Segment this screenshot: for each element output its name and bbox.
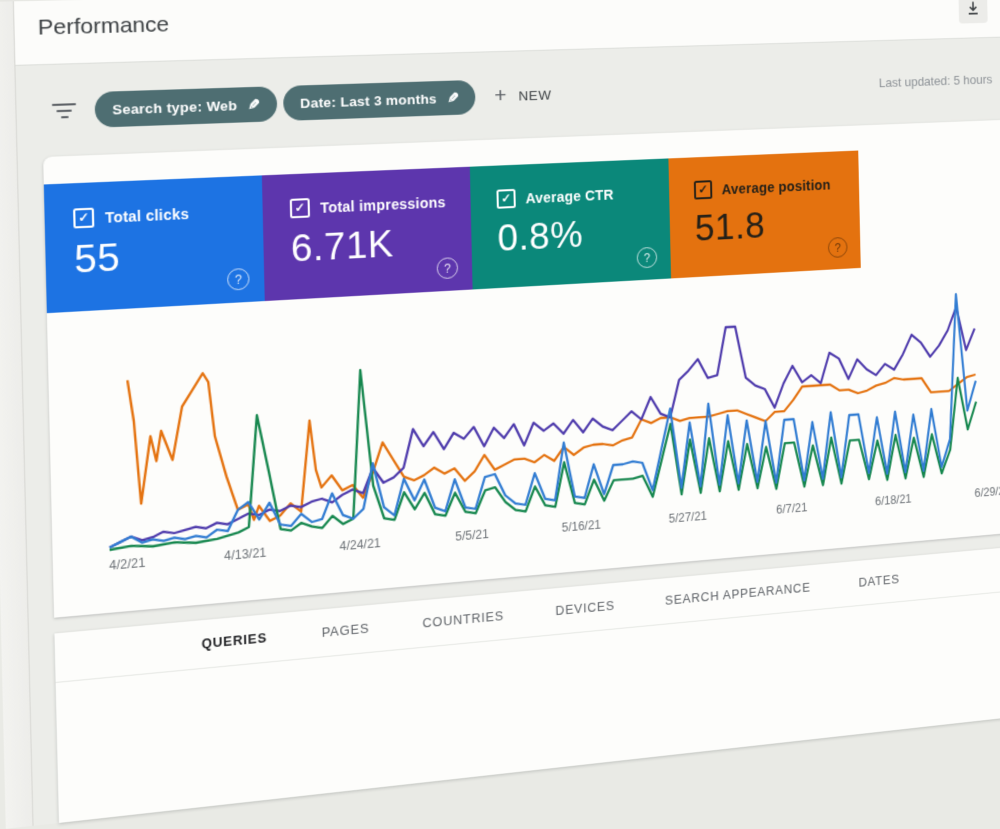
- x-tick-label: 6/18/21: [874, 491, 912, 509]
- tab-countries[interactable]: COUNTRIES: [422, 608, 505, 631]
- metric-tile-average-position[interactable]: ✓ Average position 51.8 ?: [668, 150, 861, 279]
- date-range-chip-label: Date: Last 3 months: [299, 90, 437, 111]
- x-tick-label: 5/27/21: [668, 508, 708, 526]
- x-tick-label: 4/2/21: [109, 555, 146, 573]
- checkbox-checked-icon[interactable]: ✓: [693, 180, 713, 200]
- help-icon[interactable]: ?: [827, 236, 848, 259]
- search-type-chip-label: Search type: Web: [112, 97, 238, 118]
- x-tick-label: 6/7/21: [776, 500, 808, 517]
- checkbox-checked-icon[interactable]: ✓: [289, 198, 311, 219]
- metric-value: 51.8: [694, 205, 766, 249]
- tab-pages[interactable]: PAGES: [321, 621, 370, 641]
- date-range-chip[interactable]: Date: Last 3 months ✎: [282, 79, 476, 121]
- performance-chart-card: ✓ Total clicks 55 ? ✓ Total impressions …: [43, 116, 1000, 618]
- page-title: Performance: [37, 12, 170, 40]
- help-icon[interactable]: ?: [226, 267, 250, 291]
- checkbox-checked-icon[interactable]: ✓: [496, 188, 516, 209]
- help-icon[interactable]: ?: [636, 246, 658, 269]
- new-filter-label: NEW: [518, 86, 552, 104]
- filter-icon[interactable]: [51, 103, 78, 121]
- metric-label: Total clicks: [104, 204, 190, 226]
- x-tick-label: 6/29/21: [974, 483, 1000, 500]
- help-icon[interactable]: ?: [436, 257, 459, 280]
- tab-queries[interactable]: QUERIES: [201, 630, 268, 652]
- tab-search-appearance[interactable]: SEARCH APPEARANCE: [664, 580, 811, 608]
- performance-line-chart: 4/2/21 4/13/21 4/24/21 5/5/21 5/16/21 5/27/21…: [104, 270, 1000, 573]
- chart-lines: [104, 270, 978, 550]
- metric-value: 55: [73, 235, 121, 282]
- metric-value: 6.71K: [290, 222, 395, 270]
- metric-tile-average-ctr[interactable]: ✓ Average CTR 0.8% ?: [469, 158, 672, 290]
- x-tick-label: 5/5/21: [455, 526, 490, 544]
- edit-pencil-icon[interactable]: ✎: [247, 95, 261, 113]
- x-tick-label: 4/13/21: [223, 545, 267, 564]
- edit-pencil-icon[interactable]: ✎: [446, 88, 460, 106]
- metric-value: 0.8%: [497, 213, 584, 259]
- metric-label: Total impressions: [320, 193, 446, 216]
- tab-dates[interactable]: DATES: [858, 572, 900, 590]
- x-tick-label: 5/16/21: [561, 517, 602, 535]
- last-updated-text: Last updated: 5 hours: [878, 71, 993, 91]
- metric-tile-total-clicks[interactable]: ✓ Total clicks 55 ?: [43, 175, 265, 314]
- new-filter-button[interactable]: + NEW: [494, 77, 552, 113]
- series-total-clicks: [105, 293, 978, 547]
- metric-tile-total-impressions[interactable]: ✓ Total impressions 6.71K ?: [261, 166, 473, 302]
- export-button[interactable]: [958, 0, 988, 24]
- download-icon: [966, 0, 981, 16]
- checkbox-checked-icon[interactable]: ✓: [73, 207, 95, 229]
- metric-label: Average CTR: [525, 186, 614, 206]
- plus-icon: +: [494, 83, 507, 108]
- metric-label: Average position: [721, 176, 831, 197]
- tab-devices[interactable]: DEVICES: [555, 598, 615, 619]
- x-tick-label: 4/24/21: [339, 535, 381, 554]
- search-type-chip[interactable]: Search type: Web ✎: [94, 86, 278, 128]
